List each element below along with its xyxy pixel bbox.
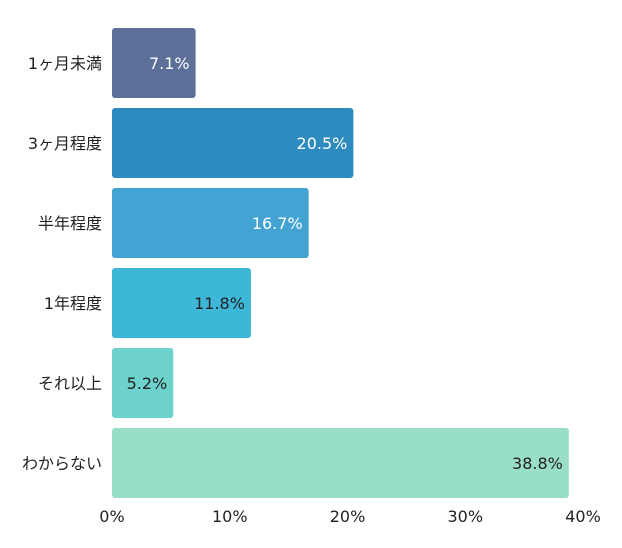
- bar-value-label-0: 7.1%: [149, 54, 190, 73]
- x-tick-label-2: 20%: [330, 507, 366, 526]
- bars-group: [112, 28, 569, 498]
- bar-4: [112, 348, 174, 418]
- category-label-3: 1年程度: [44, 294, 102, 313]
- x-tick-label-4: 40%: [565, 507, 601, 526]
- x-tick-label-3: 30%: [447, 507, 483, 526]
- category-label-5: わからない: [22, 454, 102, 473]
- bar-value-label-2: 16.7%: [252, 214, 303, 233]
- category-label-1: 3ヶ月程度: [28, 134, 102, 153]
- x-tick-labels-group: 0% 10% 20% 30% 40%: [99, 507, 600, 526]
- bar-value-label-5: 38.8%: [512, 454, 563, 473]
- bar-value-label-3: 11.8%: [194, 294, 245, 313]
- value-labels-group: 7.1% 20.5% 16.7% 11.8% 5.2% 38.8%: [127, 54, 563, 473]
- bar-3: [112, 268, 251, 338]
- category-label-4: それ以上: [38, 374, 102, 393]
- x-tick-label-1: 10%: [212, 507, 248, 526]
- category-label-2: 半年程度: [38, 214, 102, 233]
- x-tick-label-0: 0%: [99, 507, 124, 526]
- bar-0: [112, 28, 196, 98]
- bar-5: [112, 428, 569, 498]
- bar-value-label-1: 20.5%: [297, 134, 348, 153]
- category-label-0: 1ヶ月未満: [28, 54, 102, 73]
- bar-2: [112, 188, 309, 258]
- bar-1: [112, 108, 354, 178]
- bar-value-label-4: 5.2%: [127, 374, 168, 393]
